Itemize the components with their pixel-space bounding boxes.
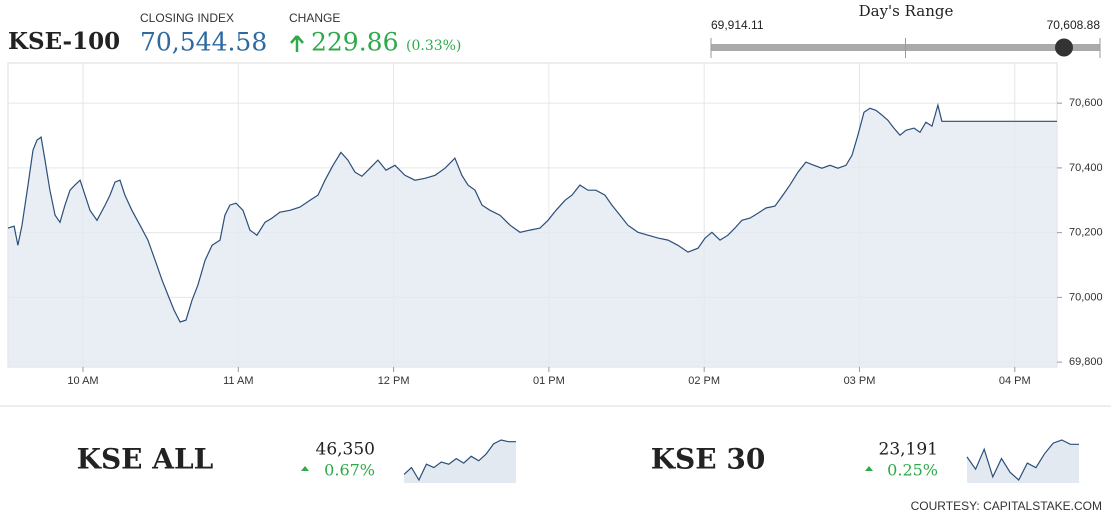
range-marker — [1054, 38, 1073, 57]
change-label: CHANGE — [289, 11, 340, 25]
x-tick-label: 03 PM — [844, 375, 876, 387]
change-value: 229.86 — [311, 28, 398, 57]
x-tick-label: 04 PM — [999, 375, 1031, 387]
sub-index-title: KSE ALL — [77, 443, 214, 476]
change-percent: (0.33%) — [406, 38, 461, 54]
sub-index-change: 0.25% — [887, 461, 938, 480]
sub-index-change: 0.67% — [324, 461, 375, 480]
line — [7, 102, 1057, 323]
index-title: KSE-100 — [8, 28, 120, 55]
y-tick-label: 70,600 — [1069, 97, 1103, 109]
range-title: Day's Range — [859, 2, 954, 20]
sub-index-title: KSE 30 — [651, 443, 766, 476]
y-tick-label: 69,800 — [1069, 356, 1103, 368]
y-tick-label: 70,000 — [1069, 291, 1103, 303]
range-high: 70,608.88 — [1047, 18, 1101, 32]
spark-area — [967, 440, 1079, 483]
y-tick-label: 70,400 — [1069, 162, 1103, 174]
up-arrow — [290, 35, 304, 52]
spark-line — [403, 439, 516, 482]
up-triangle — [301, 466, 309, 471]
closing-label: CLOSING INDEX — [140, 11, 234, 25]
sub-index-value: 46,350 — [316, 440, 375, 460]
up-triangle — [865, 466, 873, 471]
x-tick-label: 01 PM — [533, 375, 565, 387]
closing-value: 70,544.58 — [140, 28, 267, 57]
x-tick-label: 02 PM — [688, 375, 720, 387]
x-tick-label: 12 PM — [378, 375, 410, 387]
area — [8, 105, 1057, 367]
spark-line — [966, 439, 1079, 481]
range-low: 69,914.11 — [711, 18, 764, 32]
x-tick-label: 10 AM — [67, 375, 98, 387]
footer: COURTESY: CAPITALSTAKE.COM — [911, 499, 1102, 513]
sub-index-value: 23,191 — [879, 440, 938, 460]
y-tick-label: 70,200 — [1069, 227, 1103, 239]
x-tick-label: 11 AM — [223, 375, 253, 387]
